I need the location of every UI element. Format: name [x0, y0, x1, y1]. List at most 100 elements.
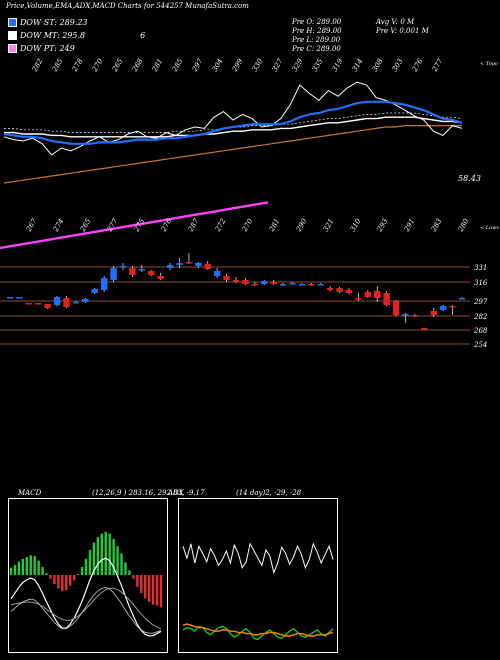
adx-white-line [182, 542, 334, 575]
adx-chart [182, 542, 334, 641]
candle-body [223, 276, 230, 280]
adx-panel [178, 498, 338, 653]
price-tick-label: 297 [473, 298, 488, 306]
candle-body [157, 276, 164, 279]
candle-body [138, 269, 146, 271]
top-value-label: 327 [271, 57, 285, 73]
top-value-label: 270 [90, 57, 104, 74]
candle-body [364, 292, 372, 297]
bottom-value-label: 321 [322, 217, 336, 233]
top-value-label: 276 [410, 57, 424, 74]
main-chart: 282 285 278 270 265 268 281 285 297 304 299 330 327 3… [0, 57, 499, 349]
macd-histogram-bar [124, 562, 127, 575]
candle-body [166, 265, 174, 268]
candle-body [91, 289, 98, 293]
macd-values: (12,26,9 ) 283.16, 292.83, -9.17 [92, 489, 205, 497]
top-value-label: 285 [50, 57, 64, 74]
macd-histogram-bar [29, 555, 32, 575]
macd-histogram-bar [132, 575, 135, 579]
macd-histogram-bar [108, 533, 111, 575]
ema-slow-line [4, 116, 463, 138]
top-value-label: 299 [230, 57, 244, 74]
macd-histogram-bar [159, 575, 163, 608]
macd-line [10, 557, 162, 637]
macd-extra-line [10, 587, 162, 634]
adx-title: ADX [168, 489, 184, 497]
info-low: Pre L: 289.00 [292, 36, 341, 44]
legend-dow-st: DOW ST: 289.23 [8, 18, 88, 27]
bottom-value-label: 287 [186, 217, 200, 234]
price-tick-label: 331 [474, 264, 487, 272]
macd-histogram-bar [17, 561, 21, 575]
top-value-label: 281 [150, 57, 164, 73]
candle-body [148, 271, 155, 275]
top-value-label: 304 [211, 57, 225, 73]
bottom-value-label: 281 [267, 217, 281, 233]
legend-label: DOW PT: 249 [20, 44, 75, 53]
candle-body [185, 262, 193, 264]
candle-body [25, 303, 33, 305]
macd-histogram-bar [104, 531, 107, 575]
candle-body [204, 264, 211, 269]
bottom-value-label: 267 [24, 217, 38, 234]
macd-histogram-bar [49, 575, 52, 579]
top-value-label: 278 [70, 57, 84, 74]
candle-body [345, 290, 353, 293]
macd-histogram-bar [76, 574, 80, 575]
info-close: Pre C: 289.00 [292, 45, 341, 53]
candle-body [430, 311, 437, 315]
bottom-value-label: 283 [429, 217, 443, 234]
bottom-value-label: 277 [105, 217, 119, 234]
bottom-value-label: 291 [402, 217, 416, 233]
macd-histogram-bar [53, 575, 56, 584]
macd-histogram-bar [96, 537, 100, 575]
candle-body [53, 297, 61, 305]
candle-body [336, 288, 343, 292]
top-value-label: 285 [170, 57, 184, 74]
macd-histogram-bar [25, 557, 28, 575]
bottom-value-label: 280 [456, 217, 470, 234]
macd-histogram-bar [128, 570, 131, 575]
macd-histogram-bar [33, 556, 36, 575]
ema-top-tag: < Topo [480, 61, 498, 67]
macd-histogram-bar [144, 575, 147, 599]
candle-body [232, 280, 240, 282]
macd-histogram-bar [57, 575, 60, 589]
candle-body [251, 284, 259, 286]
price-line [3, 81, 463, 156]
candle-body [458, 298, 466, 300]
candle-body [308, 284, 315, 286]
candle-body [298, 284, 306, 286]
ema-fast-line [3, 100, 463, 145]
candle-body [119, 266, 127, 268]
candle-body [195, 263, 202, 266]
legend-swatch-white [8, 31, 17, 40]
candle-body [289, 283, 296, 285]
top-value-label: 330 [251, 57, 265, 73]
macd-histogram-bar [41, 566, 44, 575]
bottom-value-label: 275 [132, 217, 146, 234]
candle-body [176, 263, 183, 265]
macd-histogram-bar [140, 575, 143, 593]
top-value-label: 303 [391, 57, 405, 73]
legend-swatch-pink [8, 44, 17, 53]
candle-body [44, 304, 51, 308]
top-value-label: 265 [110, 57, 124, 74]
candle-body [411, 315, 419, 317]
macd-histogram-bar [45, 573, 48, 575]
candle-body [270, 282, 277, 284]
macd-histogram-bar [37, 560, 40, 575]
candle-body [439, 306, 447, 310]
macd-histogram-bar [9, 567, 13, 575]
bottom-value-label: 265 [78, 217, 92, 234]
candle-body [383, 293, 390, 305]
top-value-label: 308 [371, 57, 385, 73]
legend-dow-mt: DOW MT: 295.8 6 [8, 31, 145, 40]
macd-signal-line [10, 587, 162, 630]
macd-histogram-bar [21, 558, 25, 575]
candle-body [374, 291, 381, 298]
candle-body [63, 298, 70, 307]
macd-histogram-bar [151, 575, 155, 605]
bottom-value-label: 293 [375, 217, 389, 234]
info-avg-volume: Avg V: 0 M [376, 18, 415, 26]
